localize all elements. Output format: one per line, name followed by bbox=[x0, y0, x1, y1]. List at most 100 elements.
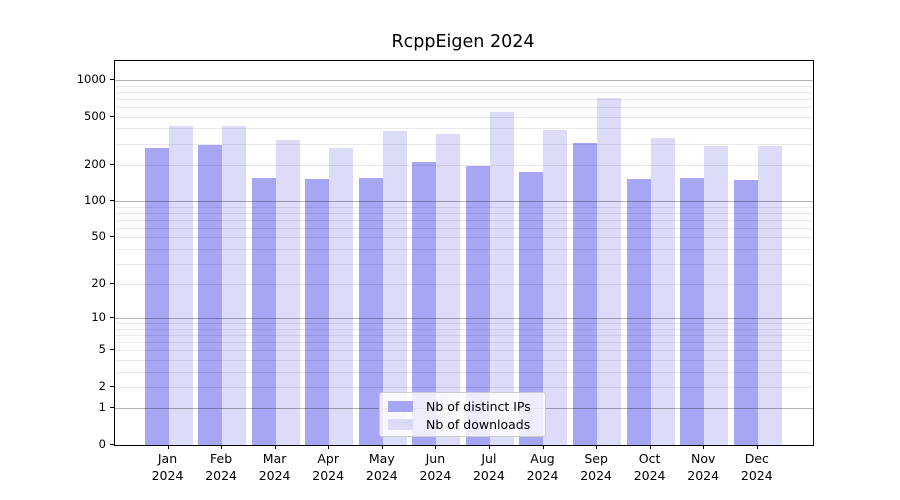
x-tick-nov bbox=[703, 445, 705, 449]
x-tick-label-feb: Feb 2024 bbox=[205, 451, 237, 483]
x-tick-label-nov: Nov 2024 bbox=[687, 451, 720, 483]
x-tick-aug bbox=[542, 445, 544, 449]
y-tick-label-2: 2 bbox=[98, 379, 106, 393]
legend-swatch-distinct-ips bbox=[388, 401, 413, 412]
gridline-80 bbox=[115, 212, 813, 214]
bar-aug-downloads bbox=[543, 129, 568, 445]
x-tick-apr bbox=[328, 445, 330, 449]
x-tick-feb bbox=[221, 445, 223, 449]
x-tick-label-mar: Mar 2024 bbox=[258, 451, 291, 483]
gridline-4 bbox=[115, 360, 813, 361]
x-tick-dec bbox=[756, 445, 758, 449]
gridline-6 bbox=[115, 342, 813, 344]
gridline-200 bbox=[115, 164, 813, 166]
gridline-20 bbox=[115, 284, 813, 286]
gridline-70 bbox=[115, 219, 813, 221]
x-tick-jul bbox=[488, 445, 490, 449]
bar-apr-distinct-ips bbox=[305, 178, 330, 445]
y-tick-50 bbox=[110, 236, 114, 238]
gridline-9 bbox=[115, 323, 813, 325]
gridline-600 bbox=[115, 107, 813, 108]
gridline-7 bbox=[115, 335, 813, 337]
bar-nov-downloads bbox=[704, 145, 729, 445]
y-tick-1 bbox=[110, 407, 114, 409]
bar-dec-downloads bbox=[757, 145, 782, 445]
x-tick-mar bbox=[274, 445, 276, 449]
y-tick-label-50: 50 bbox=[91, 229, 106, 244]
x-tick-label-apr: Apr 2024 bbox=[312, 451, 345, 483]
gridline-60 bbox=[115, 227, 813, 229]
x-tick-label-sep: Sep 2024 bbox=[580, 451, 612, 483]
gridline-90 bbox=[115, 206, 813, 208]
y-tick-label-1: 1 bbox=[98, 400, 106, 415]
y-tick-100 bbox=[110, 200, 114, 202]
y-tick-500 bbox=[110, 115, 114, 117]
gridline-500 bbox=[115, 116, 813, 118]
gridline-1000 bbox=[115, 80, 813, 81]
x-tick-may bbox=[381, 445, 383, 449]
gridline-8 bbox=[115, 328, 813, 330]
y-tick-5 bbox=[110, 349, 114, 351]
legend-item-distinct-ips: Nb of distinct IPs bbox=[380, 398, 545, 415]
y-tick-2 bbox=[110, 386, 114, 387]
bar-oct-distinct-ips bbox=[626, 178, 651, 445]
gridline-2 bbox=[115, 387, 813, 388]
gridline-3 bbox=[115, 371, 813, 373]
y-tick-200 bbox=[110, 163, 114, 165]
bar-mar-downloads bbox=[275, 140, 300, 445]
y-tick-label-1000: 1000 bbox=[76, 72, 106, 86]
x-tick-label-may: May 2024 bbox=[365, 451, 398, 483]
x-tick-jan bbox=[167, 445, 169, 449]
legend-label-distinct-ips: Nb of distinct IPs bbox=[426, 399, 531, 414]
bar-mar-distinct-ips bbox=[251, 178, 276, 445]
gridline-700 bbox=[115, 98, 813, 100]
gridline-400 bbox=[115, 128, 813, 130]
plot-area: Nb of distinct IPs Nb of downloads bbox=[114, 60, 814, 446]
x-tick-label-jan: Jan 2024 bbox=[151, 451, 184, 483]
gridline-10 bbox=[115, 318, 813, 320]
legend-label-downloads: Nb of downloads bbox=[426, 417, 531, 432]
y-tick-20 bbox=[110, 283, 114, 285]
x-tick-oct bbox=[649, 445, 651, 449]
gridline-5 bbox=[115, 350, 813, 352]
legend-swatch-downloads bbox=[388, 419, 413, 430]
gridline-100 bbox=[115, 201, 813, 203]
x-tick-label-oct: Oct 2024 bbox=[633, 451, 666, 483]
y-tick-label-0: 0 bbox=[98, 437, 106, 451]
x-tick-sep bbox=[596, 445, 598, 449]
x-tick-label-jun: Jun 2024 bbox=[419, 451, 452, 483]
bar-apr-downloads bbox=[329, 148, 354, 445]
bar-jan-downloads bbox=[168, 125, 193, 445]
bar-sep-distinct-ips bbox=[573, 142, 598, 445]
x-tick-label-jul: Jul 2024 bbox=[472, 451, 505, 483]
gridline-300 bbox=[115, 143, 813, 145]
legend-item-downloads: Nb of downloads bbox=[380, 416, 545, 433]
gridline-40 bbox=[115, 248, 813, 250]
gridline-900 bbox=[115, 85, 813, 87]
y-tick-label-10: 10 bbox=[91, 310, 106, 325]
y-tick-10 bbox=[110, 317, 114, 319]
bar-jul-downloads bbox=[489, 112, 514, 445]
bar-feb-distinct-ips bbox=[198, 145, 223, 445]
gridline-800 bbox=[115, 91, 813, 93]
y-tick-label-200: 200 bbox=[84, 156, 106, 171]
bar-jan-distinct-ips bbox=[144, 148, 169, 445]
bar-dec-distinct-ips bbox=[733, 179, 758, 445]
x-tick-label-aug: Aug 2024 bbox=[526, 451, 559, 483]
gridline-50 bbox=[115, 237, 813, 239]
bar-may-distinct-ips bbox=[358, 177, 383, 445]
chart-title: RcppEigen 2024 bbox=[391, 32, 535, 52]
y-tick-label-5: 5 bbox=[98, 342, 106, 357]
y-tick-label-500: 500 bbox=[84, 108, 106, 123]
gridline-30 bbox=[115, 263, 813, 265]
x-tick-label-dec: Dec 2024 bbox=[740, 451, 773, 483]
bar-feb-downloads bbox=[222, 125, 247, 445]
y-tick-label-100: 100 bbox=[84, 193, 106, 208]
y-tick-0 bbox=[110, 444, 114, 445]
y-tick-label-20: 20 bbox=[91, 276, 106, 291]
x-tick-jun bbox=[435, 445, 437, 449]
y-tick-1000 bbox=[110, 79, 114, 80]
bar-sep-downloads bbox=[597, 98, 622, 445]
bar-oct-downloads bbox=[650, 138, 675, 445]
